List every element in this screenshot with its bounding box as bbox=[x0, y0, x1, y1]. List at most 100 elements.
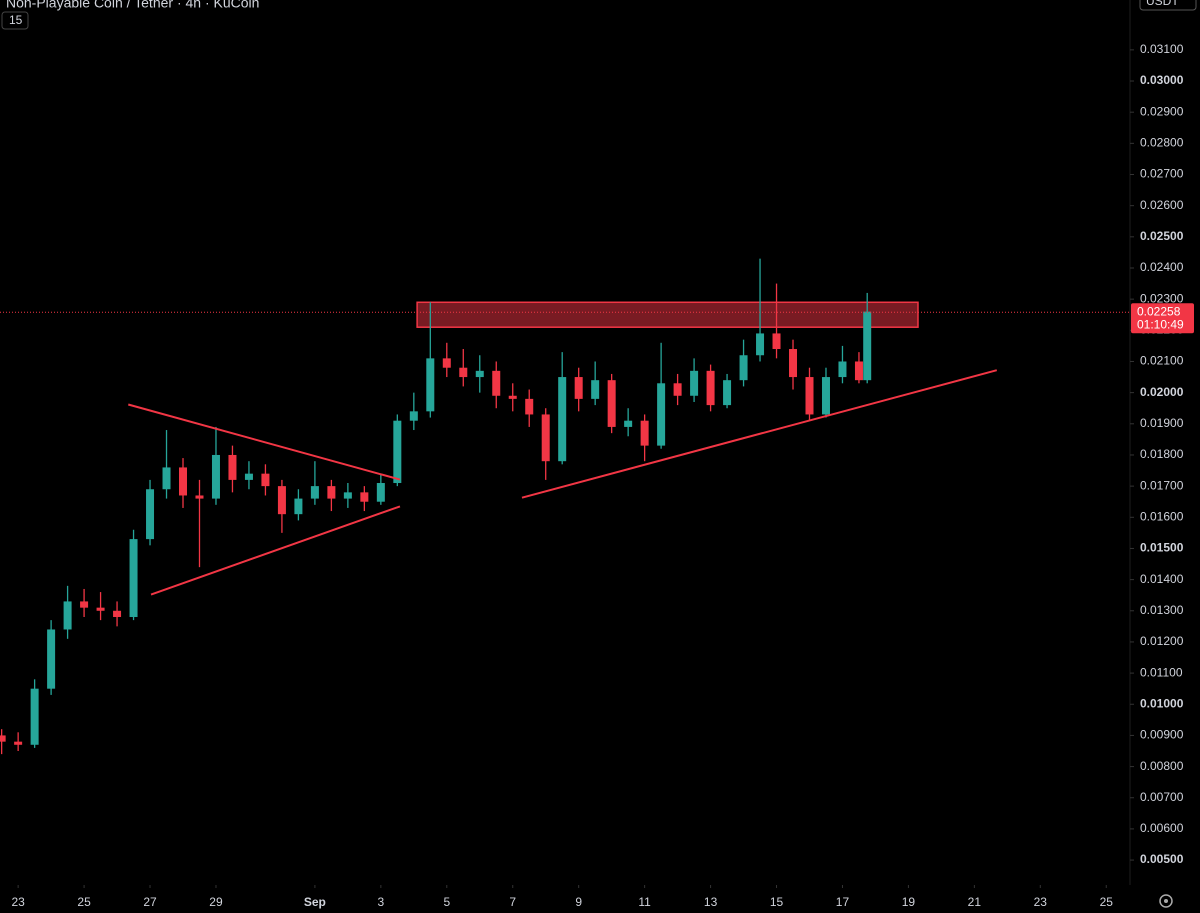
y-tick-label: 0.03100 bbox=[1140, 42, 1184, 56]
candle-body bbox=[789, 349, 798, 378]
x-tick-label: 25 bbox=[1100, 895, 1114, 909]
resistance-zone bbox=[416, 301, 919, 328]
y-tick-label: 0.01900 bbox=[1140, 416, 1184, 430]
candle-body bbox=[261, 473, 270, 487]
y-tick-label: 0.02400 bbox=[1140, 260, 1184, 274]
y-tick-label: 0.03000 bbox=[1140, 73, 1184, 87]
candle-body bbox=[146, 489, 155, 540]
y-tick-label: 0.02900 bbox=[1140, 104, 1184, 118]
candle-body bbox=[558, 377, 567, 462]
y-tick-label: 0.02100 bbox=[1140, 354, 1184, 368]
candle-body bbox=[854, 361, 863, 381]
y-tick-label: 0.02500 bbox=[1140, 229, 1184, 243]
candle-body bbox=[459, 367, 468, 378]
candle-body bbox=[244, 473, 253, 480]
y-tick-label: 0.01500 bbox=[1140, 541, 1184, 555]
countdown-label: 01:10:49 bbox=[1137, 317, 1184, 331]
candle-body bbox=[113, 610, 122, 618]
x-tick-label: 3 bbox=[377, 895, 384, 909]
candle-body bbox=[657, 383, 666, 446]
candle-body bbox=[723, 380, 732, 406]
candle-body bbox=[706, 370, 715, 406]
quote-box bbox=[1139, 0, 1197, 11]
candle-body bbox=[607, 380, 616, 427]
symbol-title: Non-Playable Coin / Tether · 4h · KuCoin bbox=[6, 0, 259, 11]
x-tick-label: 11 bbox=[638, 895, 651, 909]
candle-body bbox=[310, 486, 319, 499]
candle-body bbox=[47, 629, 56, 689]
x-tick-label: 29 bbox=[209, 895, 223, 909]
y-tick-label: 0.01000 bbox=[1140, 696, 1184, 710]
candle-body bbox=[673, 383, 682, 396]
y-tick-label: 0.01300 bbox=[1140, 603, 1184, 617]
candle-body bbox=[129, 539, 138, 618]
candle-body bbox=[294, 498, 303, 515]
candle-body bbox=[772, 333, 781, 350]
y-tick-label: 0.01600 bbox=[1140, 509, 1184, 523]
y-tick-label: 0.00800 bbox=[1140, 759, 1184, 773]
y-tick-label: 0.01700 bbox=[1140, 478, 1184, 492]
x-tick-label: 23 bbox=[11, 895, 25, 909]
candle-body bbox=[228, 454, 237, 480]
last-price-box bbox=[1131, 303, 1194, 334]
y-tick-label: 0.02300 bbox=[1140, 291, 1184, 305]
settings-icon-dot bbox=[1164, 899, 1168, 903]
candle-body bbox=[30, 688, 39, 745]
candle-body bbox=[624, 420, 633, 427]
last-price-label: 0.02258 bbox=[1137, 304, 1181, 318]
candle-body bbox=[162, 467, 171, 490]
candle-body bbox=[96, 607, 105, 611]
x-tick-label: 9 bbox=[575, 895, 582, 909]
candle-body bbox=[211, 454, 220, 499]
indicator-label: 15 bbox=[9, 13, 23, 27]
y-tick-label: 0.00600 bbox=[1140, 821, 1184, 835]
candle-body bbox=[756, 333, 765, 356]
y-tick-label: 0.01800 bbox=[1140, 447, 1184, 461]
candle-body bbox=[63, 601, 72, 630]
candle-body bbox=[475, 370, 484, 378]
candle-body bbox=[195, 495, 204, 499]
candle-body bbox=[327, 486, 336, 499]
candle-body bbox=[393, 420, 402, 484]
candle-body bbox=[14, 741, 23, 745]
y-tick-label: 0.02000 bbox=[1140, 385, 1184, 399]
y-tick-label: 0.02700 bbox=[1140, 167, 1184, 181]
quote-label: USDT bbox=[1146, 0, 1179, 8]
y-tick-label: 0.01200 bbox=[1140, 634, 1184, 648]
candle-body bbox=[277, 486, 286, 515]
x-tick-label: 15 bbox=[770, 895, 784, 909]
candle-body bbox=[360, 492, 369, 502]
candle-body bbox=[525, 398, 534, 415]
y-tick-label: 0.00500 bbox=[1140, 852, 1184, 866]
y-tick-label: 0.02800 bbox=[1140, 136, 1184, 150]
x-tick-label: 5 bbox=[443, 895, 450, 909]
trendline bbox=[128, 403, 401, 481]
settings-icon[interactable] bbox=[1159, 894, 1173, 908]
x-tick-label: 13 bbox=[704, 895, 718, 909]
indicator-box bbox=[1, 11, 29, 30]
x-tick-label: 23 bbox=[1034, 895, 1048, 909]
candle-body bbox=[739, 355, 748, 381]
candle-body bbox=[541, 414, 550, 462]
candle-body bbox=[863, 311, 872, 381]
y-tick-label: 0.02600 bbox=[1140, 198, 1184, 212]
trendline bbox=[521, 369, 998, 499]
candle-body bbox=[640, 420, 649, 446]
candle-body bbox=[80, 601, 89, 608]
candle-body bbox=[442, 358, 451, 368]
candle-body bbox=[376, 483, 385, 502]
candle-body bbox=[690, 370, 699, 396]
x-tick-label: 25 bbox=[77, 895, 91, 909]
candle-body bbox=[508, 395, 517, 399]
candle-body bbox=[492, 370, 501, 396]
candle-body bbox=[0, 735, 6, 742]
candle-body bbox=[838, 361, 847, 378]
candle-body bbox=[574, 377, 583, 399]
x-tick-label: 7 bbox=[509, 895, 516, 909]
y-tick-label: 0.01400 bbox=[1140, 572, 1184, 586]
y-tick-label: 0.01100 bbox=[1140, 665, 1183, 679]
candle-body bbox=[805, 377, 814, 415]
x-tick-label: Sep bbox=[304, 895, 326, 909]
